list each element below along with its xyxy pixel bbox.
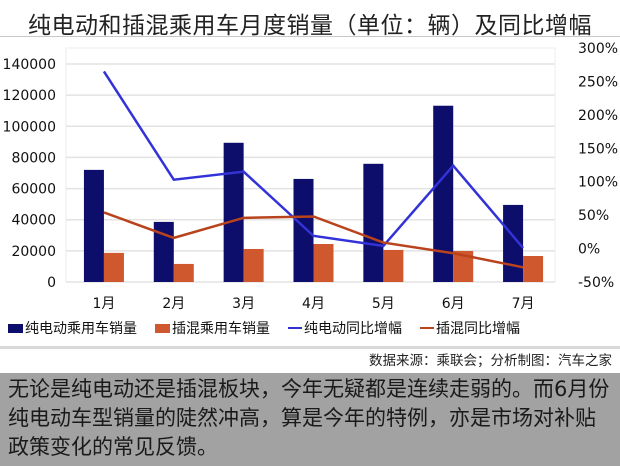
right-axis-tick: 0% (578, 242, 600, 258)
right-axis-tick: 50% (578, 208, 609, 224)
left-axis-tick: 100000 (3, 119, 56, 135)
x-axis-tick: 3月 (232, 296, 255, 312)
right-axis-tick: 200% (578, 108, 618, 124)
chart-title: 纯电动和插混乘用车月度销量（单位：辆）及同比增幅 (28, 13, 592, 39)
line-ev-yoy (102, 70, 525, 249)
x-axis-tick: 2月 (162, 296, 185, 312)
left-axis-tick: 80000 (11, 150, 56, 166)
right-axis-tick: 250% (578, 74, 618, 90)
bar-phev-sales (103, 252, 124, 282)
bar-ev-sales (503, 204, 524, 282)
bar-phev-sales (313, 244, 334, 282)
left-axis-tick: 120000 (3, 88, 56, 104)
bar-phev-sales (173, 263, 194, 282)
combo-chart: 0 20000 40000 60000 80000 100000 120000 140000 -… (3, 41, 618, 312)
bar-phev-sales (523, 255, 544, 282)
x-axis-tick: 5月 (372, 296, 395, 312)
x-axis-tick: 7月 (512, 296, 535, 312)
line-phev-yoy (103, 211, 524, 269)
title-divider (0, 36, 620, 37)
bar-ev-sales (223, 142, 244, 282)
source-note: 数据来源：乘联会；分析制图：汽车之家 (369, 353, 612, 369)
bar-ev-sales (83, 169, 104, 282)
legend-item-phev-yoy: 插混同比增幅 (420, 318, 520, 338)
right-axis-tick: 100% (578, 175, 618, 191)
right-axis-tick: 150% (578, 141, 618, 157)
legend-swatch-line-icon (420, 327, 434, 329)
x-axis-tick: 6月 (442, 296, 465, 312)
legend-item-phev-sales: 插混乘用车销量 (155, 318, 270, 338)
caption-text: 无论是纯电动还是插混板块，今年无疑都是连续走弱的。而6月份纯电动车型销量的陡然冲… (0, 373, 620, 466)
left-axis-tick: 60000 (11, 182, 56, 198)
legend-label: 插混同比增幅 (436, 321, 520, 337)
left-axis-tick: 140000 (3, 57, 56, 73)
left-axis-tick: 0 (47, 275, 56, 291)
legend-swatch-bar-icon (8, 323, 23, 333)
right-axis-tick: -50% (578, 275, 614, 291)
left-axis-tick: 20000 (11, 244, 56, 260)
x-axis-tick: 1月 (92, 296, 115, 312)
legend-label: 插混乘用车销量 (172, 321, 270, 337)
left-axis-tick: 40000 (11, 213, 56, 229)
legend-swatch-bar-icon (155, 323, 170, 333)
legend-label: 纯电动同比增幅 (304, 321, 402, 337)
bar-ev-sales (433, 105, 454, 282)
right-axis-tick: 300% (578, 41, 618, 57)
source-divider (0, 346, 620, 349)
legend-swatch-line-icon (288, 327, 302, 329)
legend-item-ev-sales: 纯电动乘用车销量 (8, 318, 137, 338)
bar-phev-sales (243, 248, 264, 282)
bar-phev-sales (383, 249, 404, 282)
bar-ev-sales (293, 178, 314, 282)
x-axis-tick: 4月 (302, 296, 325, 312)
bar-ev-sales (363, 163, 384, 282)
legend: 纯电动乘用车销量 插混乘用车销量 纯电动同比增幅 插混同比增幅 (8, 318, 520, 338)
bar-phev-sales (453, 251, 474, 282)
legend-item-ev-yoy: 纯电动同比增幅 (288, 318, 402, 338)
legend-label: 纯电动乘用车销量 (25, 321, 137, 337)
